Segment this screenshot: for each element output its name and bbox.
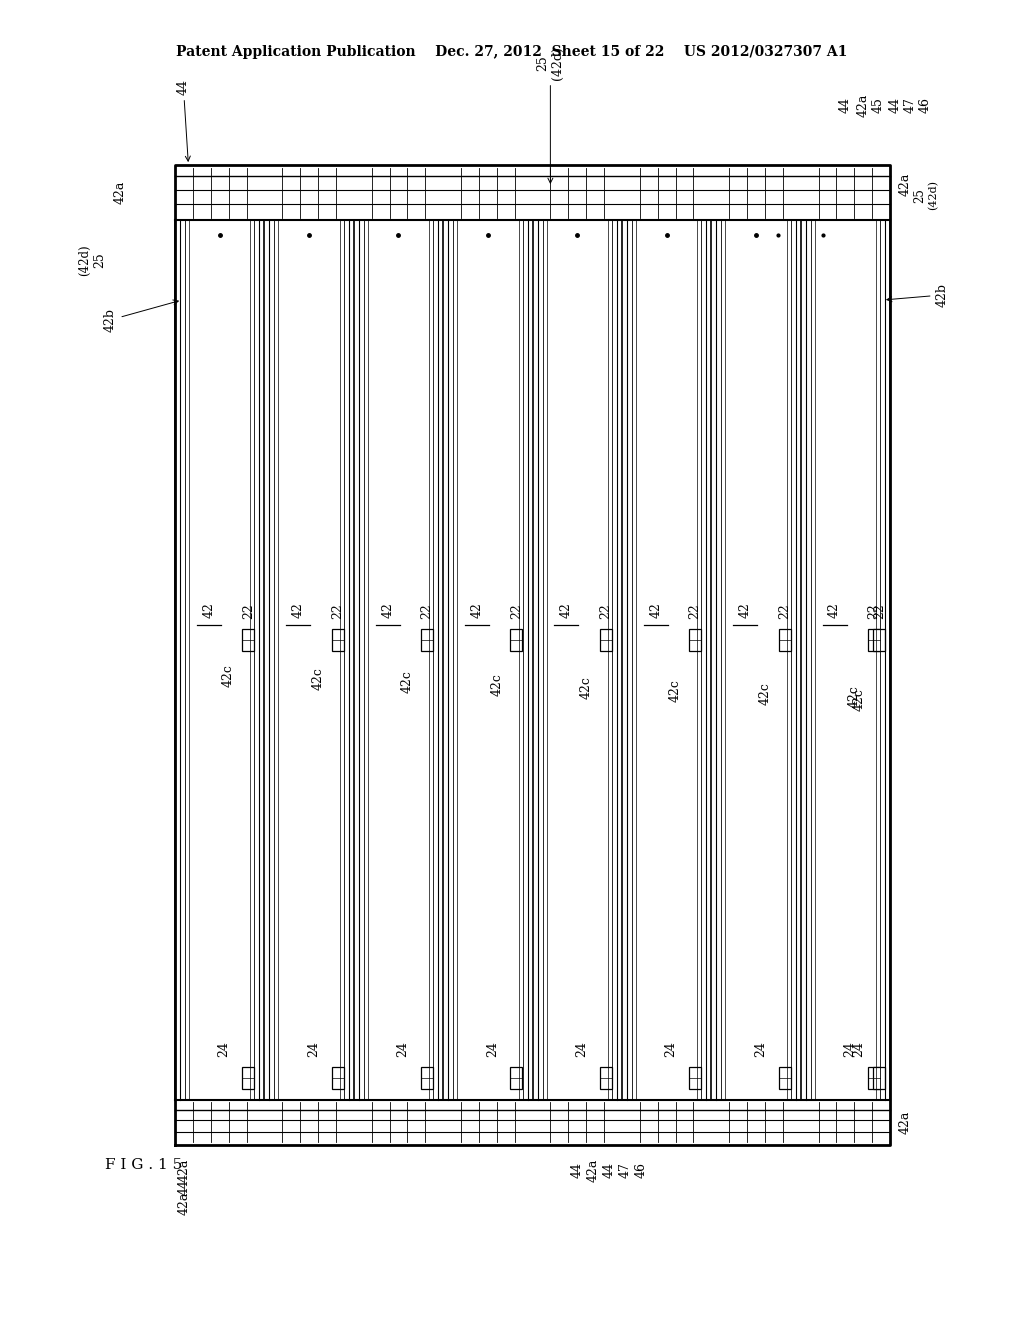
Text: 42c: 42c	[580, 677, 593, 700]
Text: 22: 22	[510, 603, 523, 619]
Text: 42a: 42a	[898, 173, 911, 195]
Text: (42d): (42d)	[79, 244, 91, 276]
FancyBboxPatch shape	[243, 630, 254, 651]
FancyBboxPatch shape	[689, 1067, 701, 1089]
Text: 47: 47	[618, 1162, 632, 1177]
Text: 42c: 42c	[759, 682, 771, 705]
FancyBboxPatch shape	[510, 1067, 522, 1089]
Text: 24: 24	[844, 1041, 856, 1057]
FancyBboxPatch shape	[510, 630, 522, 651]
Text: 42a: 42a	[177, 1159, 190, 1181]
FancyBboxPatch shape	[868, 1067, 880, 1089]
Text: 46: 46	[919, 96, 932, 114]
Text: 42c: 42c	[222, 664, 236, 688]
FancyBboxPatch shape	[868, 630, 880, 651]
Text: 22: 22	[331, 603, 344, 619]
FancyBboxPatch shape	[600, 630, 611, 651]
Text: 42: 42	[560, 602, 573, 618]
Text: F I G . 1 5: F I G . 1 5	[105, 1158, 182, 1172]
FancyBboxPatch shape	[778, 630, 791, 651]
Text: 44: 44	[177, 79, 190, 161]
Text: 42b: 42b	[887, 282, 948, 308]
Text: 24: 24	[218, 1041, 230, 1057]
Text: 24: 24	[307, 1041, 321, 1057]
Text: 25: 25	[93, 252, 106, 268]
FancyBboxPatch shape	[243, 1067, 254, 1089]
Text: 42a: 42a	[857, 94, 869, 116]
Text: 42: 42	[292, 602, 305, 618]
Text: 24: 24	[665, 1041, 678, 1057]
Text: 42: 42	[203, 602, 215, 618]
FancyBboxPatch shape	[421, 630, 433, 651]
FancyBboxPatch shape	[873, 1067, 886, 1089]
Text: 25
(42d): 25 (42d)	[537, 46, 564, 183]
Text: 42a: 42a	[177, 1192, 190, 1214]
Text: 24: 24	[852, 1041, 865, 1057]
Text: 24: 24	[575, 1041, 588, 1057]
Text: 42c: 42c	[400, 671, 414, 693]
FancyBboxPatch shape	[332, 630, 344, 651]
Text: 24: 24	[485, 1041, 499, 1057]
Text: 22: 22	[872, 603, 886, 619]
Text: 22: 22	[778, 603, 791, 619]
Text: 44: 44	[177, 1179, 190, 1195]
Text: 22: 22	[867, 603, 881, 619]
Text: 24: 24	[754, 1041, 767, 1057]
Text: 44: 44	[603, 1162, 615, 1177]
Text: 44: 44	[889, 96, 902, 114]
Text: 42c: 42c	[852, 689, 865, 711]
Text: 42b: 42b	[103, 300, 178, 333]
FancyBboxPatch shape	[332, 1067, 344, 1089]
Text: Patent Application Publication    Dec. 27, 2012  Sheet 15 of 22    US 2012/03273: Patent Application Publication Dec. 27, …	[176, 45, 848, 59]
Text: 42: 42	[381, 602, 394, 618]
Text: 42c: 42c	[311, 668, 325, 690]
Text: 47: 47	[904, 98, 916, 114]
Text: 25: 25	[913, 187, 927, 203]
Text: (42d): (42d)	[928, 181, 938, 210]
Text: 46: 46	[635, 1162, 648, 1177]
Text: 42: 42	[738, 602, 752, 618]
Text: 22: 22	[599, 603, 612, 619]
FancyBboxPatch shape	[873, 630, 886, 651]
FancyBboxPatch shape	[778, 1067, 791, 1089]
Text: 42c: 42c	[848, 685, 861, 709]
Text: 42a: 42a	[114, 181, 127, 205]
Text: 22: 22	[242, 603, 255, 619]
Text: 24: 24	[396, 1041, 410, 1057]
Text: 42c: 42c	[490, 673, 503, 697]
Text: 42a: 42a	[898, 1111, 911, 1134]
Text: 42: 42	[828, 602, 841, 618]
Text: 42a: 42a	[587, 1159, 600, 1181]
Text: 42: 42	[471, 602, 483, 618]
Text: 44: 44	[839, 96, 852, 114]
FancyBboxPatch shape	[421, 1067, 433, 1089]
Text: 22: 22	[421, 603, 433, 619]
FancyBboxPatch shape	[689, 630, 701, 651]
FancyBboxPatch shape	[600, 1067, 611, 1089]
Text: 44: 44	[570, 1162, 584, 1177]
Text: 42: 42	[649, 602, 663, 618]
Text: 22: 22	[689, 603, 701, 619]
Text: 45: 45	[871, 98, 885, 114]
Text: 42c: 42c	[669, 680, 682, 702]
